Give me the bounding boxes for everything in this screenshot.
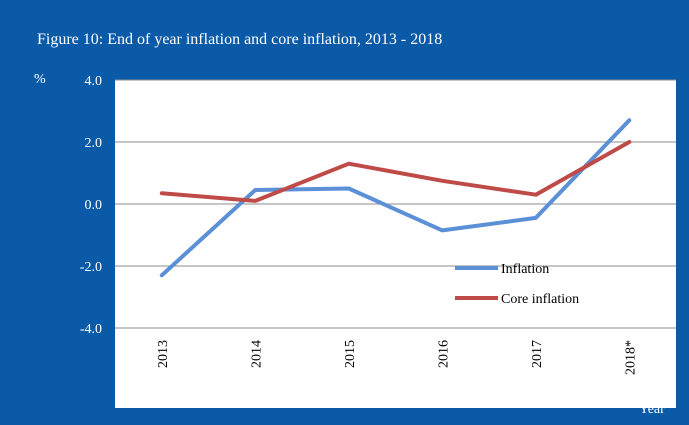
chart-title: Figure 10: End of year inflation and cor… — [37, 31, 442, 48]
gridlines — [115, 79, 676, 329]
x-tick-label: 2014 — [249, 340, 264, 368]
x-tick-labels: 2013 2014 2015 2016 2017 2018* — [156, 340, 639, 375]
legend-label: Core inflation — [501, 292, 579, 307]
y-tick-label: 0.0 — [85, 198, 103, 213]
legend: Inflation Core inflation — [455, 262, 579, 307]
y-tick-label: -2.0 — [80, 260, 102, 275]
plot-background — [115, 80, 676, 408]
x-tick-label: 2018* — [623, 340, 638, 375]
series-lines — [159, 118, 632, 278]
y-tick-label: 2.0 — [85, 136, 103, 151]
y-tick-labels: 4.0 2.0 0.0 -2.0 -4.0 — [80, 74, 102, 337]
y-tick-label: 4.0 — [85, 74, 103, 89]
x-axis-label: Year — [639, 402, 665, 417]
x-tick-label: 2013 — [156, 340, 171, 368]
legend-label: Inflation — [501, 262, 549, 277]
y-axis-label: % — [34, 72, 46, 87]
x-tick-label: 2015 — [343, 340, 358, 368]
y-tick-label: -4.0 — [80, 322, 102, 337]
x-tick-label: 2016 — [436, 340, 451, 368]
series-line-inflation — [159, 118, 632, 278]
x-tick-label: 2017 — [530, 340, 545, 368]
series-line-core-inflation — [159, 140, 632, 203]
